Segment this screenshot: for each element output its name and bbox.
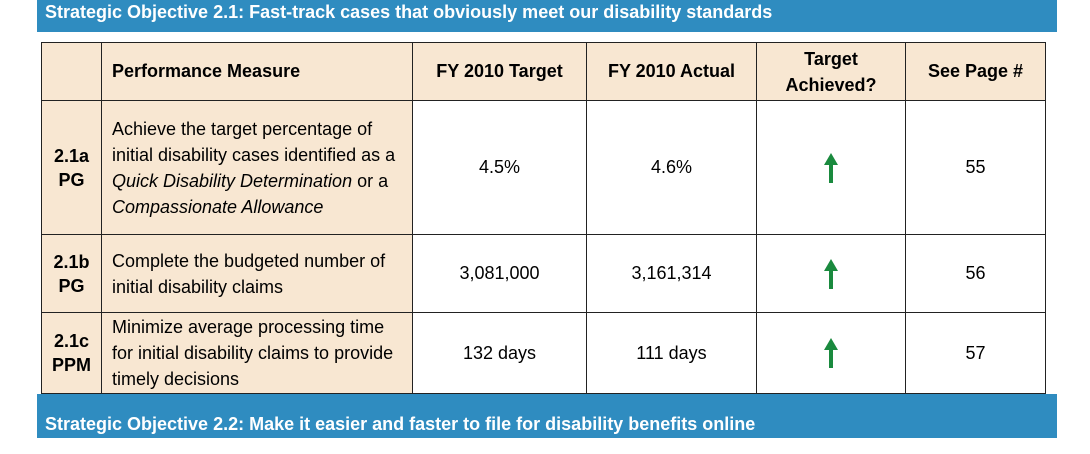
target-value: 4.5% [412,100,587,235]
performance-table: Performance Measure FY 2010 Target FY 20… [41,42,1046,394]
objective-2-2-banner: Strategic Objective 2.2: Make it easier … [37,394,1057,438]
measure-type: PG [58,169,85,190]
target-value: 132 days [412,312,587,394]
target-value: 3,081,000 [412,234,587,313]
actual-value: 111 days [586,312,757,394]
measure-description: Complete the budgeted number of initial … [101,234,413,313]
green-up-arrow-icon [824,152,838,183]
measure-id-cell: 2.1c PPM [41,312,102,394]
achieved-cell [756,312,906,394]
measure-text: or a [352,170,389,191]
header-target-achieved-line1: Target [804,48,858,69]
measure-italic-term: Quick Disability Determination [112,170,353,191]
measure-text: Achieve the target percentage of initial… [112,118,396,165]
header-fy2010-actual: FY 2010 Actual [586,42,757,101]
measure-description: Minimize average processing time for ini… [101,312,413,394]
measure-id: 2.1b [53,251,90,272]
measure-description: Achieve the target percentage of initial… [101,100,413,235]
measure-type: PG [58,275,85,296]
measure-id-cell: 2.1a PG [41,100,102,235]
achieved-cell [756,100,906,235]
header-performance-measure: Performance Measure [101,42,413,101]
header-see-page: See Page # [905,42,1046,101]
see-page-value: 55 [905,100,1046,235]
header-target-achieved: Target Achieved? [756,42,906,101]
objective-2-1-banner: Strategic Objective 2.1: Fast-track case… [37,0,1057,32]
measure-id: 2.1a [53,145,90,166]
see-page-value: 57 [905,312,1046,394]
table-row: 2.1a PG Achieve the target percentage of… [41,100,1046,235]
actual-value: 3,161,314 [586,234,757,313]
see-page-value: 56 [905,234,1046,313]
header-fy2010-target: FY 2010 Target [412,42,587,101]
green-up-arrow-icon [824,338,838,368]
measure-italic-term: Compassionate Allowance [112,196,324,217]
green-up-arrow-icon [824,258,838,289]
table-row: 2.1b PG Complete the budgeted number of … [41,234,1046,313]
actual-value: 4.6% [586,100,757,235]
table-header-row: Performance Measure FY 2010 Target FY 20… [41,42,1046,101]
measure-type: PPM [51,355,91,375]
measure-id: 2.1c [53,331,90,351]
table-row: 2.1c PPM Minimize average processing tim… [41,312,1046,394]
header-id [41,42,102,101]
achieved-cell [756,234,906,313]
header-target-achieved-line2: Achieved? [785,74,877,95]
measure-id-cell: 2.1b PG [41,234,102,313]
